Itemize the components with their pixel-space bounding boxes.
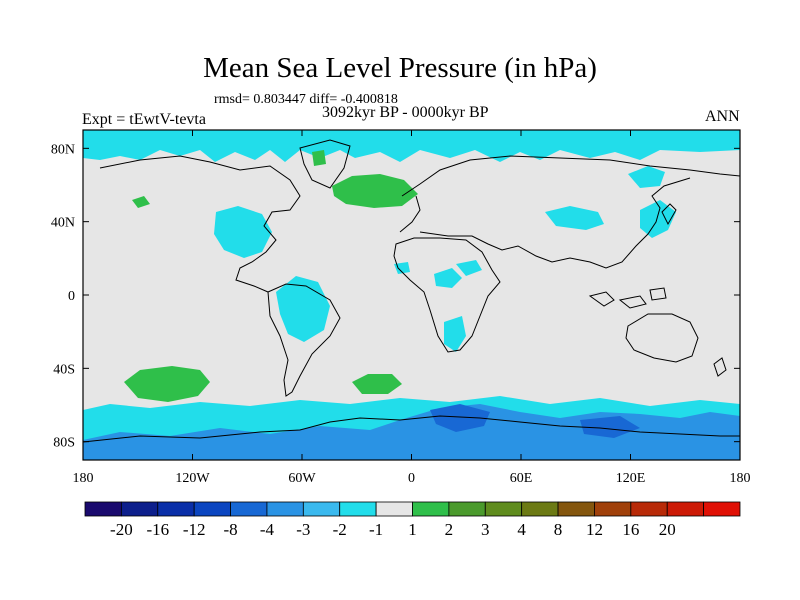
season-label: ANN [705,108,740,125]
colorbar-swatch [666,501,705,517]
colorbar-label: -12 [183,520,206,539]
colorbar-label: 3 [481,520,490,539]
colorbar-label: -8 [223,520,237,539]
colorbar-label: -4 [260,520,275,539]
period-label: 3092kyr BP - 0000kyr BP [322,104,489,121]
chart-title: Mean Sea Level Pressure (in hPa) [203,52,597,84]
africa-patch-1 [434,268,462,288]
colorbar-swatch [157,501,195,517]
colorbar-label: 2 [445,520,454,539]
indonesia-coast [588,287,667,309]
x-tick-label: 120E [616,471,646,486]
experiment-label: Expt = tEwtV-tevta [82,111,206,128]
x-tick-label: 60E [510,471,533,486]
north-atlantic-positive-anomaly [332,174,418,208]
colorbar-swatch [84,501,122,517]
y-tick-label: 80N [51,142,75,157]
colorbar-swatch [120,501,159,517]
colorbar-swatch [302,501,341,517]
coastlines [83,139,740,443]
colorbar-swatch [521,501,559,517]
colorbar-label: 4 [517,520,526,539]
colorbar-swatch [703,501,741,517]
colorbar-swatch [230,501,268,517]
colorbar-label: -2 [333,520,347,539]
colorbar-swatch [594,501,632,517]
colorbar-label: 1 [408,520,417,539]
colorbar-label: -3 [296,520,310,539]
colorbar-swatch [339,501,377,517]
south-atlantic-positive-anomaly [352,374,402,394]
x-tick-label: 180 [73,471,94,486]
south-africa-patch [444,316,466,352]
antarctic-negative-anomaly [83,404,740,460]
pacific-north-patch [628,166,665,188]
colorbar-swatch [412,501,450,517]
north-america-coast [99,155,301,293]
colorbar-swatch [484,501,523,517]
colorbar-label: 12 [586,520,603,539]
axis-ticks: 180 120W 60W 0 60E 120E 180 80N 40N 0 40S 80S [51,130,751,486]
north-pacific-positive-patch [132,196,150,208]
colorbar-label: -16 [146,520,169,539]
y-tick-label: 80S [53,436,75,451]
colorbar-swatch [448,501,486,517]
x-tick-label: 0 [408,471,415,486]
atlantic-small-patch [394,262,410,274]
anomaly-field [83,130,740,460]
south-america-coast [267,283,341,397]
greenland-positive-patch [312,150,326,166]
colorbar-swatch [557,501,595,517]
japan-coast [661,203,677,226]
australia-coast [625,313,699,363]
colorbar-label: -1 [369,520,383,539]
central-asia-negative-anomaly [545,206,604,230]
y-tick-label: 40N [51,216,75,231]
y-tick-label: 40S [53,362,75,377]
x-tick-label: 60W [288,471,316,486]
x-tick-label: 180 [730,471,751,486]
north-america-negative-anomaly [214,206,272,258]
colorbar-swatch [630,501,668,517]
greenland-coast [299,139,351,189]
x-tick-label: 120W [175,471,210,486]
colorbar-label: -20 [110,520,133,539]
new-zealand-coast [713,357,727,377]
colorbar-swatch [375,501,413,517]
antarctica-coast [83,415,740,443]
colorbar-label: 20 [659,520,676,539]
south-pacific-positive-anomaly [124,366,210,402]
colorbar-swatch [193,501,231,517]
stats-line: rmsd= 0.803447 diff= -0.400818 [214,92,398,107]
east-asia-negative-anomaly [640,200,676,238]
colorbar-label: 8 [554,520,563,539]
arctic-negative-anomaly [83,130,740,162]
colorbar-swatch [266,501,304,517]
eurasia-coast [399,155,740,269]
africa-coast [393,237,501,353]
colorbar: -20 -16 -12 -8 -4 -3 -2 -1 1 2 3 4 8 12 16 20 [84,501,741,539]
antarctic-deep-blue [430,404,490,432]
y-tick-label: 0 [68,289,75,304]
colorbar-label: 16 [622,520,639,539]
antarctic-deep-blue-2 [580,416,640,438]
africa-patch-2 [456,260,482,276]
